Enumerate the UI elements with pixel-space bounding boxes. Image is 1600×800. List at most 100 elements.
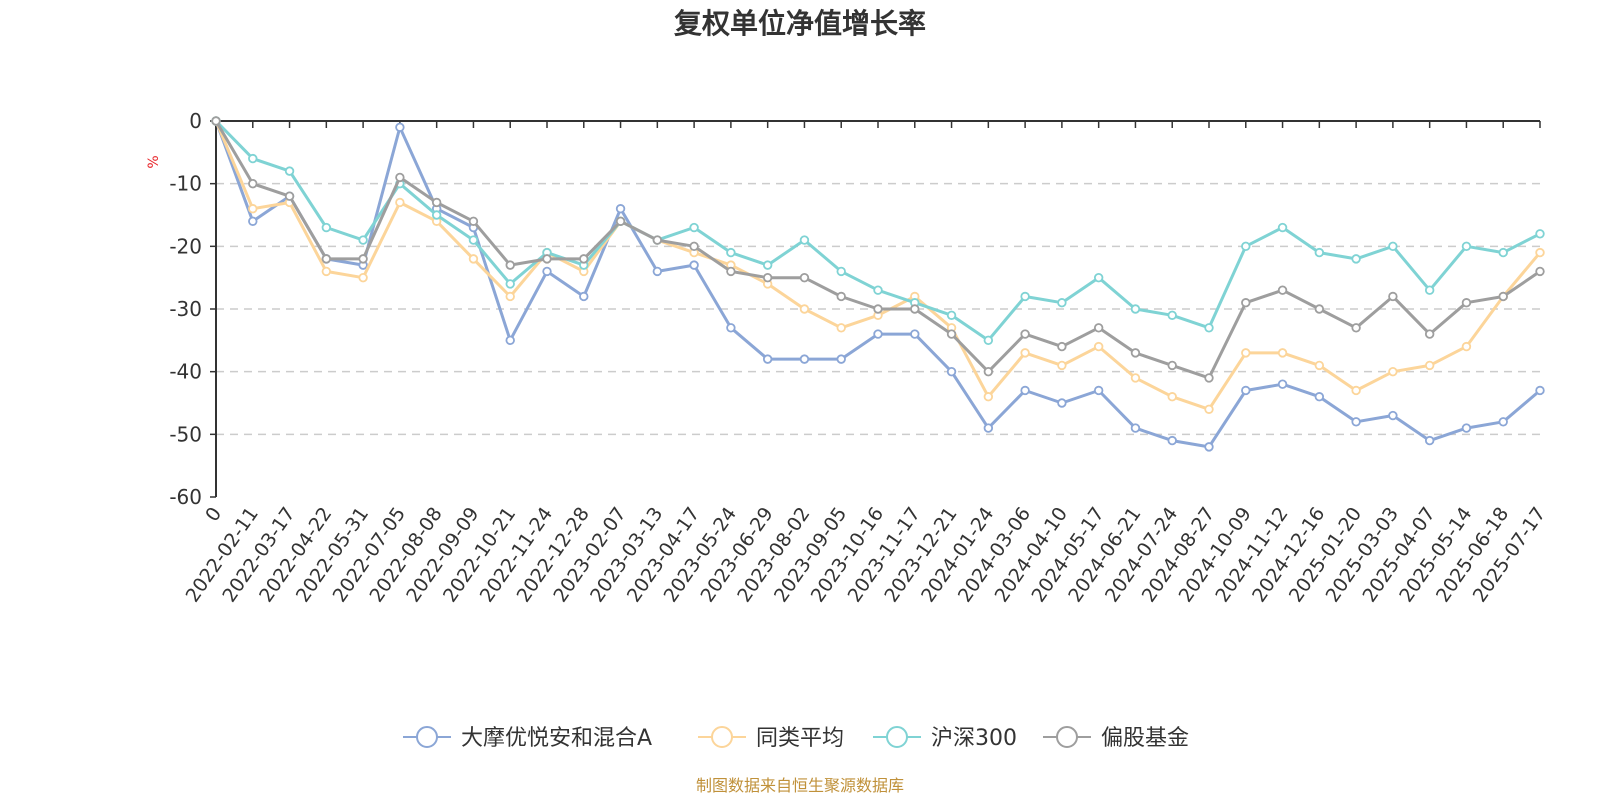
data-point — [946, 366, 957, 377]
data-point — [762, 272, 773, 283]
data-point — [505, 279, 515, 289]
legend-label: 偏股基金 — [1101, 726, 1189, 751]
legend-item-1[interactable]: 大摩优悦安和混合A — [403, 726, 652, 751]
data-point — [1204, 323, 1214, 333]
data-point — [431, 197, 442, 208]
data-point — [1204, 373, 1214, 383]
data-point — [211, 116, 221, 126]
data-point — [615, 204, 626, 214]
data-point — [1314, 247, 1325, 258]
series-line — [214, 120, 1542, 411]
data-point — [1241, 298, 1251, 308]
data-point — [1498, 291, 1508, 302]
data-point — [321, 266, 332, 277]
data-point — [1130, 373, 1141, 383]
data-point — [1167, 360, 1177, 371]
data-point — [1057, 341, 1067, 352]
data-point — [1498, 247, 1508, 258]
data-point — [1388, 241, 1398, 252]
legend-item-3[interactable]: 沪深300 — [873, 726, 1017, 751]
data-point — [1535, 385, 1545, 396]
data-point — [983, 423, 994, 433]
series-1 — [211, 116, 1545, 452]
data-point — [689, 241, 699, 252]
data-point — [248, 204, 258, 214]
data-point — [1277, 222, 1288, 233]
series-lines — [211, 116, 1545, 452]
data-point — [358, 254, 368, 264]
y-tick-label: -10 — [169, 172, 202, 196]
data-point — [652, 235, 663, 245]
data-point — [910, 304, 920, 314]
series-4 — [211, 116, 1545, 383]
legend-item-4[interactable]: 偏股基金 — [1043, 726, 1189, 751]
data-point — [1057, 398, 1067, 408]
data-point — [1167, 310, 1177, 320]
data-point — [1314, 392, 1325, 402]
data-point — [726, 247, 736, 258]
data-point — [542, 266, 552, 277]
data-point — [1424, 329, 1435, 339]
data-point — [1351, 323, 1361, 333]
data-point — [873, 329, 883, 339]
data-point — [873, 285, 883, 295]
legend[interactable]: 大摩优悦安和混合A 同类平均 沪深300 偏股基金 — [403, 726, 1189, 751]
data-point — [321, 222, 332, 233]
y-axis-unit: % — [146, 155, 162, 168]
data-point — [873, 304, 883, 314]
data-point — [1314, 304, 1325, 314]
data-point — [615, 216, 626, 226]
series-2 — [211, 116, 1545, 414]
data-point — [468, 235, 479, 245]
data-point — [505, 335, 515, 346]
data-point — [358, 235, 368, 245]
data-point — [1130, 304, 1141, 314]
series-line — [214, 120, 1541, 449]
legend-marker-icon — [711, 726, 733, 748]
data-point — [946, 310, 957, 320]
data-point — [1277, 348, 1288, 358]
data-point — [946, 329, 957, 339]
data-point — [542, 254, 552, 264]
data-point — [1461, 341, 1472, 352]
data-point — [579, 291, 589, 302]
data-point — [1020, 329, 1030, 339]
data-point — [799, 354, 810, 364]
data-point — [1130, 423, 1141, 433]
data-point — [1204, 404, 1214, 414]
data-point — [1424, 360, 1435, 371]
data-point — [1241, 241, 1251, 252]
data-point — [248, 216, 258, 226]
data-point — [836, 291, 846, 302]
data-point — [1535, 266, 1545, 277]
y-tick-label: -40 — [169, 360, 202, 384]
legend-item-2[interactable]: 同类平均 — [698, 726, 844, 751]
data-point — [1093, 385, 1104, 396]
y-tick-label: -30 — [169, 297, 202, 321]
data-point — [1204, 442, 1214, 452]
legend-label: 大摩优悦安和混合A — [461, 726, 652, 751]
data-point — [358, 272, 368, 283]
x-tick-label: 0 — [201, 503, 226, 526]
x-axis-ticks: 02022-02-112022-03-172022-04-222022-05-3… — [182, 121, 1550, 606]
data-point — [983, 392, 994, 402]
data-point — [799, 304, 810, 314]
data-point — [836, 266, 846, 277]
data-point — [1351, 254, 1361, 264]
data-point — [726, 266, 736, 277]
data-point — [799, 272, 810, 283]
legend-marker-icon — [886, 726, 908, 748]
data-point — [431, 210, 442, 220]
data-point — [1388, 291, 1398, 302]
y-tick-label: -60 — [169, 485, 202, 509]
data-point — [395, 172, 405, 183]
data-point — [468, 254, 479, 264]
y-tick-label: -50 — [169, 422, 202, 446]
data-point — [799, 235, 810, 245]
data-point — [468, 216, 479, 226]
data-point — [1388, 366, 1398, 377]
data-point — [836, 354, 846, 364]
data-point — [505, 260, 515, 270]
data-point — [284, 191, 295, 201]
data-point — [1167, 435, 1177, 446]
